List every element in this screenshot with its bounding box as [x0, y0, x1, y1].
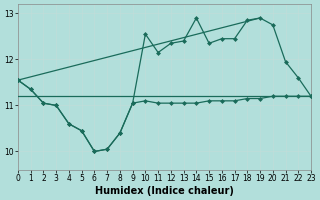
X-axis label: Humidex (Indice chaleur): Humidex (Indice chaleur) — [95, 186, 234, 196]
